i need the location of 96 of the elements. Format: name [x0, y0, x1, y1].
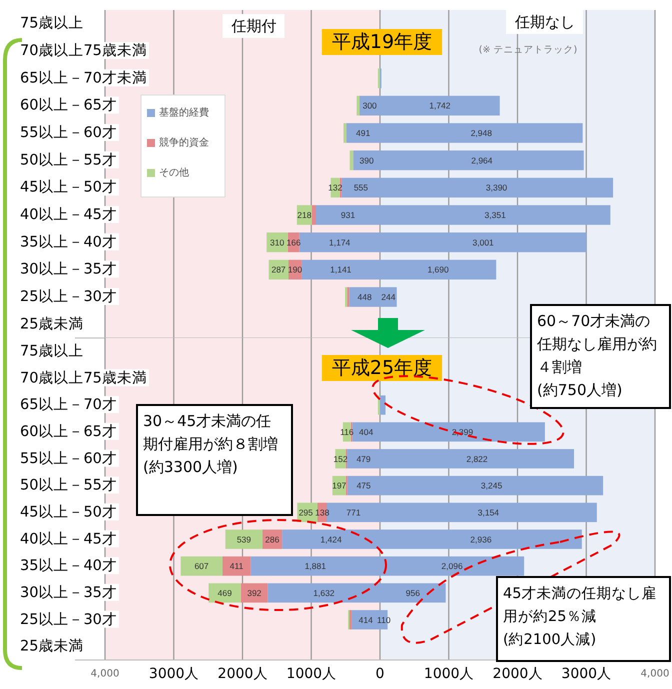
data-label: 3,001 — [472, 237, 494, 248]
data-label: 475 — [356, 480, 372, 491]
annotation: 60～70才未満の任期なし雇用が約４割増(約750人増) — [536, 312, 657, 399]
data-label: 392 — [247, 588, 262, 598]
data-label: 1,424 — [320, 534, 342, 544]
y-tick-label: 45以上－50才 — [20, 178, 117, 196]
x-tick-label: 3000人 — [148, 666, 199, 682]
bar — [380, 395, 386, 415]
y-tick-label: 50以上－55才 — [20, 151, 117, 168]
data-label: 448 — [358, 292, 372, 302]
data-label: 218 — [297, 210, 312, 220]
data-label: 555 — [354, 182, 368, 193]
text: 平成19年度 — [332, 31, 432, 53]
data-label: 286 — [265, 534, 280, 544]
y-tick-label: 60以上－65才 — [20, 422, 117, 440]
data-label: 3,154 — [478, 507, 500, 518]
data-label: 2,948 — [470, 128, 492, 138]
y-tick-label: 30以上－35才 — [20, 260, 117, 278]
y-tick-label: 60以上－65才 — [20, 96, 117, 114]
y-tick-label: 50以上－55才 — [20, 476, 117, 494]
data-label: 1,690 — [427, 264, 449, 275]
legend-label: 基盤的経費 — [159, 106, 209, 118]
bar — [349, 610, 352, 630]
data-label: 2,964 — [471, 155, 493, 166]
x-tick-label: 0 — [376, 666, 384, 682]
text: 平成25年度 — [332, 357, 432, 379]
data-label: 2,822 — [466, 454, 488, 464]
x-tick-label: 1000人 — [424, 666, 474, 682]
y-tick-label: 25以上－30才 — [20, 288, 117, 305]
data-label: 2,936 — [470, 534, 492, 544]
data-label: 1,141 — [330, 264, 352, 275]
data-label: 404 — [359, 426, 374, 437]
x-tick-label: 4,000 — [90, 668, 120, 680]
data-label: 1,881 — [304, 561, 326, 572]
bar — [225, 530, 262, 549]
annotation: 45才未満の任期なし雇用が約25％減(約2100人減) — [503, 585, 656, 648]
bar — [356, 96, 360, 116]
y-tick-label: 25歳未満 — [20, 638, 84, 655]
y-tick-label: 40以上－45才 — [20, 206, 117, 223]
data-label: 1,632 — [313, 588, 335, 598]
data-label: 110 — [377, 614, 391, 625]
data-label: 300 — [362, 100, 378, 111]
data-label: 390 — [360, 155, 374, 166]
x-tick-label: 1000人 — [286, 666, 336, 682]
y-tick-label: 55以上－60才 — [20, 450, 117, 467]
y-tick-label: 70歳以上75歳未満 — [20, 42, 147, 59]
data-label: 310 — [270, 237, 284, 248]
data-label: 3,390 — [486, 182, 508, 193]
data-label: 956 — [406, 588, 420, 598]
y-tick-label: 35以上－40才 — [20, 233, 117, 250]
x-tick-label: 3000人 — [561, 666, 612, 682]
x-tick-label: 4,000 — [640, 668, 670, 680]
data-label: 295 — [298, 507, 314, 518]
y-tick-label: 55以上－60才 — [20, 124, 117, 141]
data-label: 414 — [358, 614, 374, 625]
legend-label: 競争的資金 — [159, 136, 209, 148]
data-label: 1,742 — [429, 100, 451, 111]
data-label: 1,174 — [329, 237, 351, 248]
y-tick-label: 75歳以上 — [20, 342, 84, 360]
data-label: 411 — [230, 561, 244, 572]
bar — [222, 556, 251, 576]
legend-label: その他 — [159, 166, 189, 178]
y-tick-label: 25歳未満 — [20, 315, 84, 332]
data-label: 190 — [288, 264, 302, 275]
data-label: 287 — [271, 264, 286, 275]
annotation: 任期付 — [230, 17, 276, 35]
data-label: 3,245 — [480, 480, 502, 491]
y-tick-label: 75歳以上 — [20, 14, 84, 32]
data-label: 469 — [218, 588, 232, 598]
bar — [180, 556, 222, 576]
data-label: 479 — [356, 454, 371, 464]
data-label: 166 — [286, 237, 301, 248]
bar — [312, 205, 316, 225]
data-label: 491 — [356, 128, 370, 138]
annotation: 30～45才未満の任期付雇用が約８割増(約3300人増) — [143, 412, 278, 476]
data-label: 138 — [315, 507, 330, 518]
y-tick-label: 65以上－70才未満 — [20, 69, 147, 86]
y-tick-label: 30以上－35才 — [20, 584, 117, 601]
data-label: 607 — [194, 561, 209, 572]
bar — [343, 123, 346, 143]
data-label: 771 — [346, 507, 361, 518]
data-label: 3,351 — [484, 210, 506, 220]
y-tick-label: 65以上－70才 — [20, 396, 117, 414]
y-tick-label: 35以上－40才 — [20, 557, 117, 574]
y-tick-label: 40以上－45才 — [20, 530, 117, 548]
x-tick-label: 2000人 — [492, 666, 542, 682]
annotation: 任期なし — [514, 13, 575, 31]
data-label: 2,096 — [441, 561, 463, 572]
y-tick-label: 70歳以上75歳未満 — [20, 369, 147, 386]
data-label: 539 — [236, 534, 252, 544]
y-tick-label: 25以上－30才 — [20, 610, 117, 628]
data-label: 197 — [332, 480, 347, 491]
data-label: 244 — [381, 292, 396, 302]
y-tick-label: 45以上－50才 — [20, 503, 117, 520]
x-tick-label: 2000人 — [218, 666, 268, 682]
data-label: 931 — [340, 210, 356, 220]
